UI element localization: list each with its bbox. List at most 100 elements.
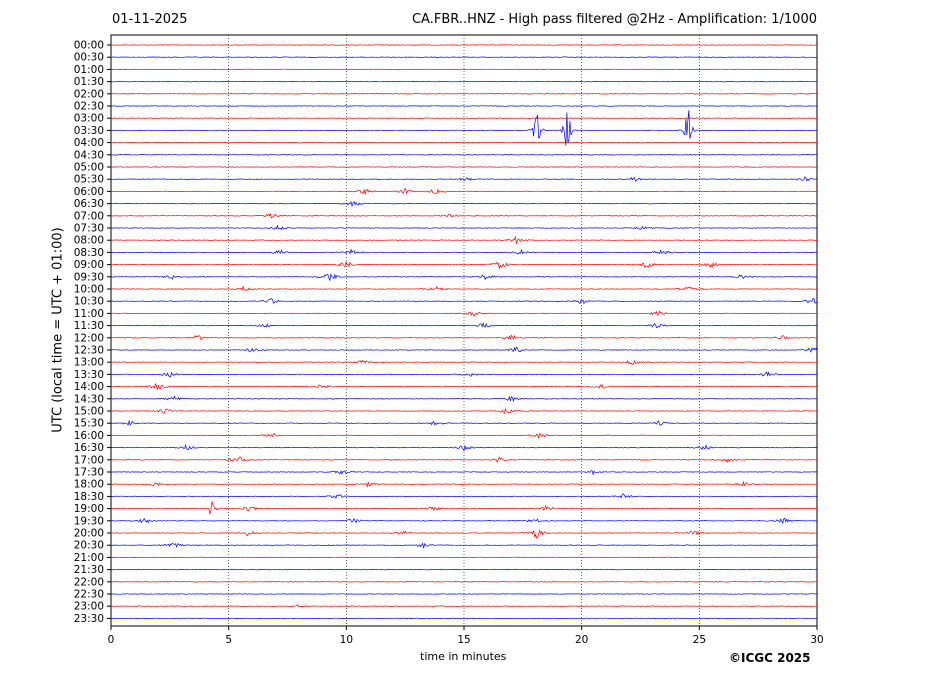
y-tick-label: 13:00: [74, 357, 104, 369]
y-tick-label: 22:00: [74, 576, 104, 588]
y-tick-label: 17:00: [74, 454, 104, 466]
trace-1730: [110, 470, 818, 476]
y-tick-label: 07:00: [74, 210, 104, 222]
x-tick-label: 5: [225, 634, 232, 646]
y-tick-label: 03:30: [74, 125, 104, 137]
y-tick-label: 21:30: [74, 564, 104, 576]
trace-2100: [110, 556, 818, 559]
x-axis-label: time in minutes: [420, 650, 507, 663]
trace-0200: [110, 93, 818, 95]
trace-0530: [111, 176, 818, 182]
y-tick-label: 23:30: [74, 613, 104, 625]
x-tick-label: 30: [810, 634, 823, 646]
y-tick-label: 19:30: [74, 515, 104, 527]
y-tick-label: 05:30: [74, 174, 104, 186]
y-tick-label: 10:30: [74, 296, 104, 308]
trace-0600: [110, 187, 818, 195]
y-tick-label: 22:30: [74, 589, 104, 601]
trace-0300: [110, 117, 818, 119]
trace-2200: [110, 581, 818, 583]
y-tick-label: 20:30: [74, 540, 104, 552]
y-tick-label: 11:30: [74, 320, 104, 332]
y-tick-label: 16:00: [74, 430, 104, 442]
y-tick-label: 21:00: [74, 552, 104, 564]
y-tick-label: 01:30: [74, 76, 104, 88]
y-tick-label: 00:00: [74, 40, 104, 52]
y-tick-label: 08:00: [74, 235, 104, 247]
trace-0930: [110, 273, 818, 282]
trace-0400: [110, 141, 818, 144]
trace-1500: [110, 407, 818, 415]
trace-0630: [110, 200, 818, 208]
trace-1300: [110, 359, 817, 365]
trace-0100: [110, 68, 818, 71]
trace-0700: [111, 213, 818, 219]
trace-1430: [110, 395, 817, 403]
y-tick-label: 14:00: [74, 381, 104, 393]
trace-2300: [110, 604, 818, 608]
trace-1200: [111, 334, 817, 341]
trace-0230: [110, 105, 818, 107]
trace-1030: [110, 298, 818, 305]
trace-0030: [111, 56, 818, 58]
trace-2230: [110, 593, 818, 595]
trace-1000: [110, 285, 818, 291]
y-tick-label: 13:30: [74, 369, 104, 381]
copyright-label: ©ICGC 2025: [729, 651, 811, 665]
trace-1630: [111, 444, 818, 452]
trace-0430: [110, 154, 817, 156]
x-tick-label: 25: [693, 634, 706, 646]
y-tick-label: 14:30: [74, 393, 104, 405]
y-axis-label: UTC (local time = UTC + 01:00): [50, 227, 66, 433]
trace-2330: [111, 617, 818, 620]
trace-0000: [110, 44, 817, 46]
y-tick-label: 09:30: [74, 271, 104, 283]
y-tick-label: 15:30: [74, 418, 104, 430]
trace-1600: [111, 432, 818, 440]
y-tick-label: 17:30: [74, 467, 104, 479]
trace-1830: [110, 493, 818, 500]
y-tick-label: 19:00: [74, 503, 104, 515]
y-tick-label: 23:00: [74, 601, 104, 613]
trace-0800: [110, 235, 818, 245]
trace-1400: [110, 383, 818, 390]
y-tick-label: 15:00: [74, 406, 104, 418]
y-tick-label: 11:00: [74, 308, 104, 320]
y-tick-label: 18:30: [74, 491, 104, 503]
y-tick-label: 06:30: [74, 198, 104, 210]
y-tick-label: 06:00: [74, 186, 104, 198]
x-tick-label: 20: [575, 634, 588, 646]
trace-0500: [111, 166, 817, 168]
y-tick-label: 09:00: [74, 259, 104, 271]
y-tick-label: 07:30: [74, 223, 104, 235]
y-tick-label: 20:00: [74, 528, 104, 540]
y-tick-label: 03:00: [74, 113, 104, 125]
x-tick-label: 0: [108, 634, 115, 646]
x-tick-label: 15: [457, 634, 470, 646]
chart-title: CA.FBR..HNZ - High pass filtered @2Hz - …: [411, 12, 817, 27]
trace-1230: [110, 346, 818, 353]
y-tick-label: 08:30: [74, 247, 104, 259]
y-tick-label: 12:30: [74, 345, 104, 357]
trace-1130: [110, 321, 818, 329]
y-tick-label: 05:00: [74, 162, 104, 174]
trace-1900: [110, 501, 818, 515]
trace-0330: [111, 110, 818, 146]
y-tick-label: 04:30: [74, 149, 104, 161]
y-tick-label: 16:30: [74, 442, 104, 454]
y-tick-label: 12:00: [74, 332, 104, 344]
y-tick-label: 01:00: [74, 64, 104, 76]
trace-1930: [110, 517, 818, 525]
trace-1100: [110, 310, 817, 317]
y-tick-label: 18:00: [74, 479, 104, 491]
trace-2000: [111, 528, 818, 539]
x-tick-label: 10: [340, 634, 353, 646]
y-tick-label: 02:30: [74, 101, 104, 113]
trace-0130: [110, 80, 817, 83]
trace-0900: [110, 260, 818, 270]
y-tick-label: 04:00: [74, 137, 104, 149]
y-tick-label: 00:30: [74, 52, 104, 64]
trace-1800: [110, 480, 818, 489]
y-tick-label: 10:00: [74, 284, 104, 296]
trace-1530: [110, 419, 818, 426]
